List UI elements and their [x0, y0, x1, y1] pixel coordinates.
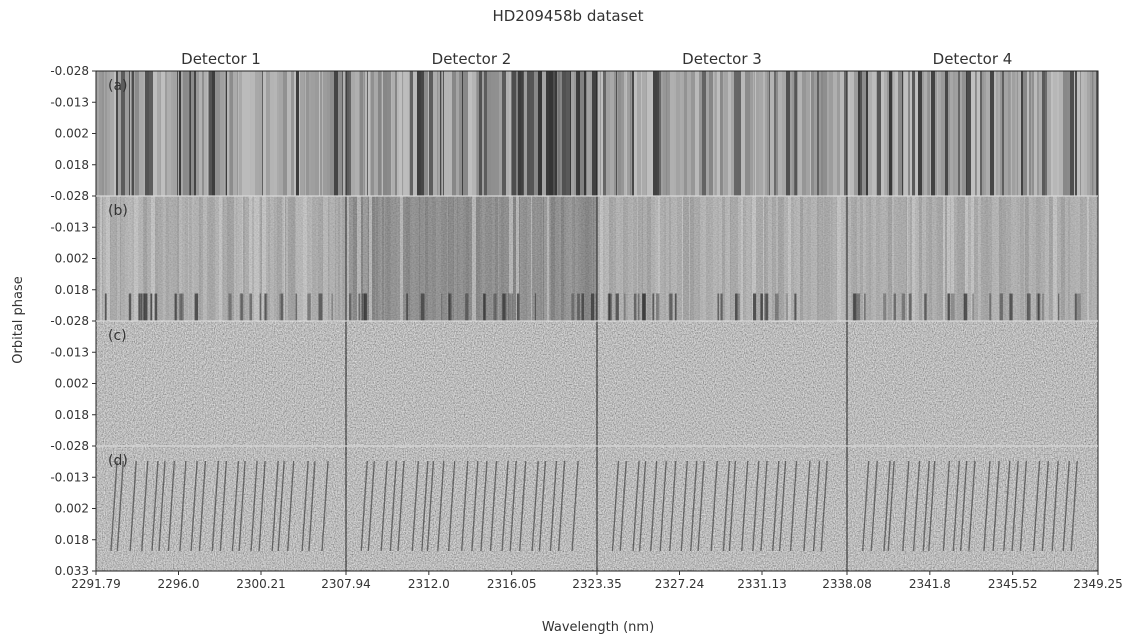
axis-labels: (a) -0.028 -0.013 0.002 0.018 (b) -0.028 -0.013…	[50, 50, 1123, 591]
y-tick-label: -0.028	[50, 189, 89, 203]
panel-grid	[95, 70, 1099, 572]
x-tick-label: 2312.0	[408, 577, 450, 591]
y-tick-label: -0.028	[50, 314, 89, 328]
x-tick-label: 2296.0	[158, 577, 200, 591]
panel-a-detector-1	[95, 70, 347, 197]
y-tick-label: 0.002	[55, 502, 89, 516]
x-tick-label: 2341.8	[909, 577, 951, 591]
panel-b-detector-2	[345, 195, 600, 322]
panel-b-detector-4	[846, 195, 1099, 322]
x-tick-label: 2316.05	[487, 577, 537, 591]
detector-title: Detector 4	[933, 50, 1013, 68]
y-tick-label: -0.028	[50, 64, 89, 78]
y-tick-label: 0.018	[55, 533, 89, 547]
x-tick-label: 2307.94	[321, 577, 371, 591]
y-tick-label: -0.013	[50, 95, 89, 109]
panel-c-detector-3	[596, 320, 848, 447]
panel-c-detector-1	[95, 320, 347, 447]
x-tick-label: 2345.52	[988, 577, 1038, 591]
y-tick-label: -0.013	[50, 470, 89, 484]
x-tick-label: 2291.79	[71, 577, 121, 591]
x-tick-label: 2327.24	[655, 577, 705, 591]
x-tick-label: 2331.13	[737, 577, 787, 591]
y-axis-label: Orbital phase	[11, 276, 26, 363]
y-tick-label: -0.028	[50, 439, 89, 453]
detector-title: Detector 1	[181, 50, 261, 68]
panel-d-detector-3	[596, 445, 848, 572]
chart-title: HD209458b dataset	[492, 7, 643, 25]
y-tick-label: 0.002	[55, 127, 89, 141]
panel-label: (c)	[108, 328, 127, 344]
panel-d-detector-4	[846, 445, 1099, 572]
x-tick-label: 2349.25	[1073, 577, 1123, 591]
panel-c-detector-2	[345, 320, 598, 447]
y-tick-label: -0.013	[50, 220, 89, 234]
panel-label: (b)	[108, 203, 128, 219]
y-tick-label: 0.018	[55, 408, 89, 422]
panel-a-detector-3	[596, 70, 848, 197]
x-tick-label: 2323.35	[572, 577, 622, 591]
detector-title: Detector 2	[432, 50, 512, 68]
y-tick-label: 0.033	[55, 564, 89, 578]
y-tick-label: 0.002	[55, 377, 89, 391]
y-tick-label: 0.018	[55, 158, 89, 172]
panel-b-detector-1	[95, 195, 347, 322]
panel-d-detector-2	[345, 445, 598, 572]
y-tick-label: 0.018	[55, 283, 89, 297]
y-tick-label: 0.002	[55, 252, 89, 266]
detector-title: Detector 3	[682, 50, 762, 68]
panel-a-detector-2	[345, 70, 598, 197]
panel-label: (a)	[108, 78, 128, 94]
y-tick-label: -0.013	[50, 345, 89, 359]
panel-c-detector-4	[846, 320, 1099, 447]
x-tick-label: 2300.21	[236, 577, 286, 591]
x-axis-label: Wavelength (nm)	[542, 620, 654, 635]
panel-d-detector-1	[95, 445, 347, 572]
panel-label: (d)	[108, 453, 128, 469]
panel-a-detector-4	[846, 70, 1099, 197]
panel-b-detector-3	[596, 195, 848, 322]
x-tick-label: 2338.08	[822, 577, 872, 591]
